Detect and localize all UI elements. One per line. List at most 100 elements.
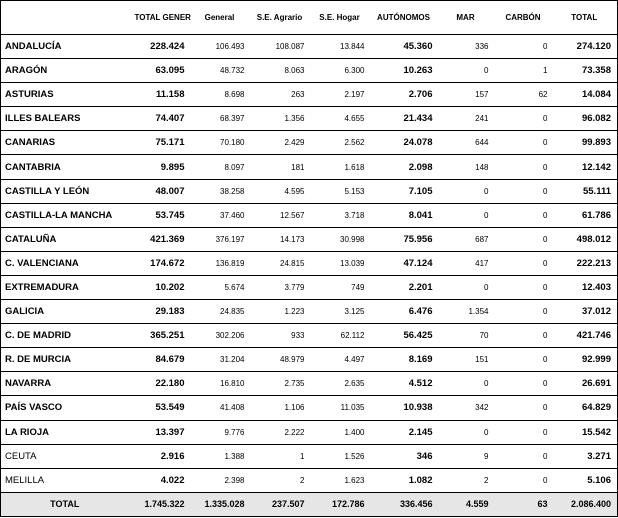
cell: 336 [438,34,495,60]
cell: 0 [494,299,554,325]
cell: 7.105 [370,179,439,204]
header-cell: General [190,0,251,35]
cell: 4.559 [438,491,495,518]
table-row: R. DE MURCIA 84.679 31.204 48.979 4.497 8.169… [0,347,618,373]
cell: 687 [438,227,495,252]
cell: 3.271 [553,444,618,469]
cell: 2.086.400 [553,491,618,518]
cell: 48.007 [130,179,191,204]
cell: 0 [494,395,554,421]
cell: 106.493 [190,34,251,60]
header-cell: S.E. Hogar [310,0,371,35]
row-label: ANDALUCÍA [0,34,131,60]
total-row: TOTAL 1.745.322 1.335.028 237.507 172.786 336… [0,491,618,518]
cell: 63 [494,491,554,518]
cell: 0 [494,275,554,301]
table-row: C. VALENCIANA 174.672 136.819 24.815 13.039 4… [0,251,618,276]
header-cell: S.E. Agrario [250,0,311,35]
cell: 933 [250,323,311,349]
cell: 2.222 [250,420,311,445]
cell: 11.158 [130,82,191,108]
cell: 10.938 [370,395,439,421]
cell: 1.388 [190,444,251,469]
cell: 96.082 [553,106,618,132]
cell: 0 [438,203,495,228]
row-label: CEUTA [0,444,131,469]
cell: 157 [438,82,495,108]
cell: 0 [494,34,554,60]
cell: 6.476 [370,299,439,325]
cell: 8.097 [190,154,251,180]
cell: 0 [438,371,495,397]
table-row: MELILLA 4.022 2.398 2 1.623 1.082 2 0 5.106 [0,468,618,493]
table-row: CASTILLA Y LEÓN 48.007 38.258 4.595 5.153 7.1… [0,179,618,204]
cell: 61.786 [553,203,618,228]
table-row: NAVARRA 22.180 16.810 2.735 2.635 4.512 0 0 26.6… [0,371,618,397]
cell: 13.039 [310,251,371,276]
cell: 0 [494,347,554,373]
header-cell: TOTAL GENERAL [130,0,191,35]
row-label: LA RIOJA [0,420,131,445]
row-label: CATALUÑA [0,227,131,252]
cell: 421.369 [130,227,191,252]
cell: 0 [494,251,554,276]
cell: 8.063 [250,58,311,84]
cell: 37.460 [190,203,251,228]
table-row: C. DE MADRID 365.251 302.206 933 62.112 56.42… [0,323,618,349]
row-label: GALICIA [0,299,131,325]
table-body: ANDALUCÍA 228.424 106.493 108.087 13.844 45.3… [0,34,618,518]
cell: 4.022 [130,468,191,493]
row-label: CASTILLA Y LEÓN [0,179,131,204]
cell: 302.206 [190,323,251,349]
cell: 0 [494,371,554,397]
cell: 417 [438,251,495,276]
cell: 2.706 [370,82,439,108]
row-label: R. DE MURCIA [0,347,131,373]
row-label: CASTILLA-LA MANCHA [0,203,131,228]
cell: 4.595 [250,179,311,204]
cell: 0 [438,58,495,84]
cell: 47.124 [370,251,439,276]
cell: 22.180 [130,371,191,397]
cell: 0 [494,179,554,204]
cell: 749 [310,275,371,301]
cell: 73.358 [553,58,618,84]
cell: 0 [494,106,554,132]
cell: 70.180 [190,130,251,156]
cell: 108.087 [250,34,311,60]
cell: 1 [250,444,311,469]
header-cell: MAR [438,0,495,35]
cell: 136.819 [190,251,251,276]
cell: 9.895 [130,154,191,180]
cell: 74.407 [130,106,191,132]
cell: 1.082 [370,468,439,493]
cell: 56.425 [370,323,439,349]
cell: 70 [438,323,495,349]
cell: 181 [250,154,311,180]
cell: 2.635 [310,371,371,397]
table-row: CATALUÑA 421.369 376.197 14.173 30.998 75.956… [0,227,618,252]
cell: 2.098 [370,154,439,180]
cell: 1.223 [250,299,311,325]
cell: 63.095 [130,58,191,84]
cell: 0 [494,444,554,469]
cell: 174.672 [130,251,191,276]
cell: 15.542 [553,420,618,445]
cell: 0 [494,323,554,349]
row-label: PAÍS VASCO [0,395,131,421]
row-label: CANTABRIA [0,154,131,180]
cell: 172.786 [310,491,371,518]
cell: 2.562 [310,130,371,156]
table-row: CANARIAS 75.171 70.180 2.429 2.562 24.078 644 0… [0,130,618,156]
cell: 9 [438,444,495,469]
cell: 16.810 [190,371,251,397]
cell: 62.112 [310,323,371,349]
cell: 12.142 [553,154,618,180]
cell: 62 [494,82,554,108]
cell: 0 [494,203,554,228]
cell: 2.398 [190,468,251,493]
cell: 68.397 [190,106,251,132]
cell: 2.429 [250,130,311,156]
cell: 3.718 [310,203,371,228]
